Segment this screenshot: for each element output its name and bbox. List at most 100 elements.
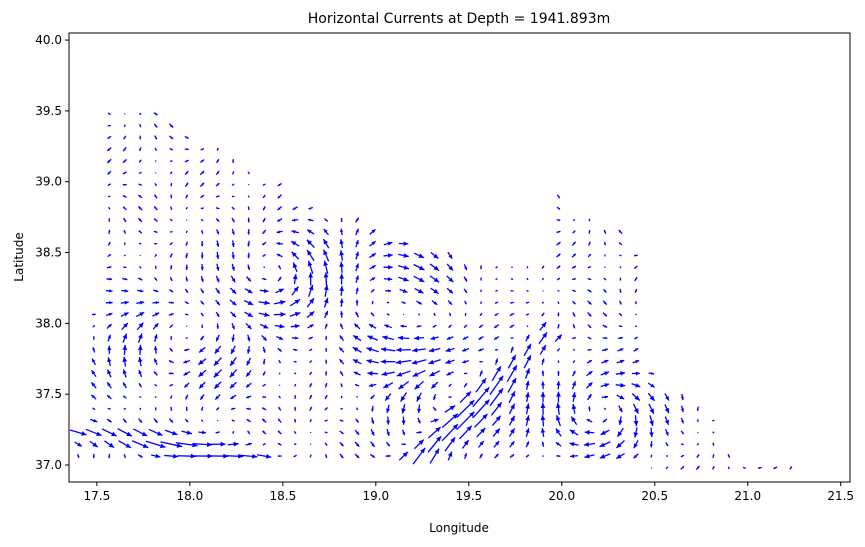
current-arrow: [137, 205, 143, 211]
current-arrow: [137, 344, 143, 355]
current-arrow: [400, 392, 408, 402]
current-arrow: [123, 229, 127, 234]
current-arrow: [324, 407, 328, 411]
current-arrow: [555, 415, 561, 427]
current-arrow: [339, 228, 344, 236]
current-arrow: [588, 241, 591, 246]
current-arrow: [137, 217, 143, 223]
current-arrow: [164, 453, 179, 459]
current-arrow: [170, 336, 173, 340]
current-arrow: [601, 348, 608, 352]
current-arrow: [200, 335, 205, 341]
current-arrow: [508, 403, 516, 415]
current-arrow: [325, 371, 328, 376]
current-arrow: [587, 253, 592, 258]
current-arrow: [153, 123, 158, 128]
current-arrow: [122, 382, 127, 389]
current-arrow: [169, 135, 174, 140]
current-arrow: [153, 289, 159, 293]
current-arrow: [463, 288, 468, 294]
current-arrow: [121, 322, 129, 330]
current-arrow: [231, 419, 235, 422]
current-arrow: [587, 300, 592, 305]
current-arrow: [181, 430, 193, 435]
current-arrow: [198, 346, 206, 353]
current-arrow: [617, 336, 623, 340]
current-arrow: [169, 147, 174, 151]
current-arrow: [153, 112, 158, 116]
current-arrow: [294, 418, 297, 423]
current-arrow: [106, 381, 112, 389]
current-arrow: [587, 311, 592, 317]
current-arrow: [185, 337, 188, 339]
current-arrow: [245, 276, 252, 282]
current-arrow: [526, 289, 529, 292]
current-arrow: [773, 466, 778, 470]
current-arrow: [294, 406, 297, 411]
current-arrow: [122, 217, 127, 223]
current-arrow: [244, 311, 254, 318]
current-arrow: [105, 289, 113, 293]
current-arrow: [571, 289, 576, 293]
current-arrow: [309, 371, 313, 376]
current-arrow: [602, 312, 608, 317]
current-arrow: [198, 430, 207, 435]
current-arrow: [293, 383, 297, 387]
current-arrow: [445, 359, 455, 364]
current-arrow: [215, 170, 220, 176]
current-arrow: [256, 454, 272, 459]
current-arrow: [495, 289, 498, 292]
current-arrow: [447, 251, 453, 260]
current-arrow: [215, 287, 221, 294]
current-arrow: [323, 310, 329, 319]
current-arrow: [508, 390, 516, 404]
current-arrow: [480, 277, 482, 281]
current-arrow: [168, 360, 174, 364]
current-arrow: [619, 277, 622, 281]
current-arrow: [430, 251, 439, 260]
current-arrow: [649, 441, 653, 448]
current-arrow: [556, 265, 561, 270]
current-arrow: [634, 325, 638, 328]
current-arrow: [215, 195, 220, 198]
current-arrow: [122, 344, 128, 355]
current-arrow: [456, 399, 475, 418]
current-arrow: [278, 359, 282, 364]
current-arrow: [413, 275, 425, 283]
current-arrow: [247, 252, 251, 259]
current-arrow: [153, 277, 158, 281]
current-arrow: [525, 313, 530, 316]
current-arrow: [399, 288, 408, 293]
current-arrow: [184, 170, 189, 175]
current-arrow: [384, 324, 392, 329]
current-arrow: [227, 441, 239, 447]
current-arrow: [123, 254, 126, 257]
current-arrow: [510, 278, 514, 281]
current-arrow: [324, 431, 328, 434]
current-arrow: [416, 300, 423, 305]
current-arrow: [355, 251, 360, 260]
current-arrow: [200, 218, 204, 222]
current-arrow: [417, 404, 422, 414]
current-arrow: [569, 429, 579, 436]
current-arrow: [370, 429, 375, 436]
current-arrow: [557, 301, 560, 305]
current-arrow: [571, 253, 577, 258]
current-arrow: [631, 393, 641, 401]
current-arrow: [293, 430, 297, 434]
current-arrow: [339, 370, 344, 377]
current-arrow: [185, 406, 188, 411]
current-arrow: [494, 358, 499, 365]
current-arrow: [367, 371, 378, 376]
current-arrow: [91, 369, 97, 378]
current-arrow: [338, 346, 345, 353]
current-arrow: [308, 272, 314, 286]
current-arrow: [247, 334, 251, 342]
current-arrow: [525, 392, 530, 402]
current-arrow: [306, 249, 315, 262]
x-tick-label: 18.5: [269, 489, 296, 503]
current-arrow: [323, 297, 329, 308]
current-arrow: [509, 440, 515, 448]
current-arrow: [557, 290, 560, 292]
current-arrow: [353, 371, 361, 376]
